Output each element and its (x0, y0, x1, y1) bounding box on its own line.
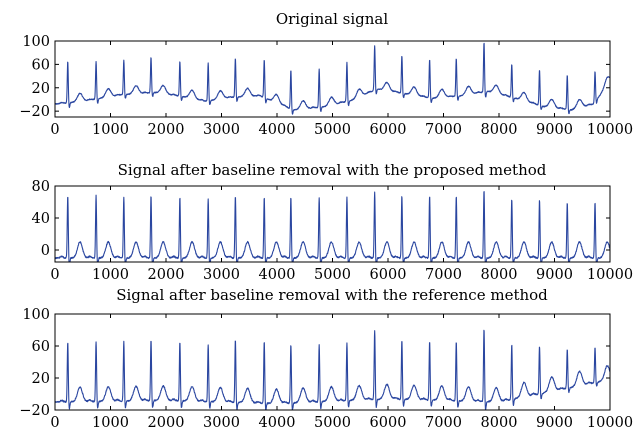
y-tick-label: −20 (19, 104, 50, 120)
x-tick-label: 5000 (314, 415, 351, 431)
x-tick-label: 6000 (370, 122, 407, 138)
y-tick-label: 100 (22, 34, 50, 50)
x-tick-label: 9000 (536, 267, 573, 283)
x-tick-label: 5000 (314, 267, 351, 283)
signal-line (55, 191, 610, 262)
x-tick-label: 5000 (314, 122, 351, 138)
x-tick-label: 7000 (425, 415, 462, 431)
signal-line (55, 42, 610, 115)
y-tick-label: 100 (22, 307, 50, 323)
x-tick-label: 7000 (425, 267, 462, 283)
x-tick-label: 8000 (481, 415, 518, 431)
x-tick-label: 7000 (425, 122, 462, 138)
x-tick-label: 4000 (259, 415, 296, 431)
x-tick-label: 9000 (536, 415, 573, 431)
panel-title: Original signal (276, 10, 389, 28)
x-tick-label: 0 (50, 415, 59, 431)
x-tick-label: 10000 (587, 267, 633, 283)
x-tick-label: 0 (50, 122, 59, 138)
x-tick-label: 10000 (587, 122, 633, 138)
axes-frame (54, 313, 611, 411)
panel-title: Signal after baseline removal with the r… (116, 286, 548, 304)
x-tick-label: 6000 (370, 415, 407, 431)
y-tick-label: 60 (32, 57, 50, 73)
x-tick-label: 3000 (203, 122, 240, 138)
x-tick-label: 8000 (481, 267, 518, 283)
x-tick-label: 10000 (587, 415, 633, 431)
panel-proposed: Signal after baseline removal with the p… (32, 161, 634, 283)
panel-title: Signal after baseline removal with the p… (118, 161, 547, 179)
x-tick-label: 2000 (148, 415, 185, 431)
y-tick-label: 60 (32, 339, 50, 355)
y-tick-label: 20 (32, 81, 50, 97)
x-tick-label: 3000 (203, 415, 240, 431)
signal-line (55, 329, 610, 410)
x-tick-label: 3000 (203, 267, 240, 283)
x-tick-label: 6000 (370, 267, 407, 283)
panel-original: Original signal 0 1000 2000 3000 4000 5000 600… (19, 10, 633, 138)
y-tick-label: −20 (19, 403, 50, 419)
axes-frame (54, 40, 611, 118)
x-tick-label: 2000 (148, 122, 185, 138)
x-tick-label: 1000 (92, 267, 129, 283)
x-tick-label: 1000 (92, 122, 129, 138)
x-tick-label: 9000 (536, 122, 573, 138)
y-tick-label: 0 (41, 243, 50, 259)
y-tick-label: 20 (32, 371, 50, 387)
panel-reference: Signal after baseline removal with the r… (19, 286, 633, 431)
x-tick-label: 4000 (259, 267, 296, 283)
x-tick-label: 1000 (92, 415, 129, 431)
x-tick-label: 4000 (259, 122, 296, 138)
x-tick-label: 8000 (481, 122, 518, 138)
y-tick-label: 80 (32, 179, 50, 195)
x-tick-label: 0 (50, 267, 59, 283)
x-tick-label: 2000 (148, 267, 185, 283)
y-tick-label: 40 (32, 211, 50, 227)
